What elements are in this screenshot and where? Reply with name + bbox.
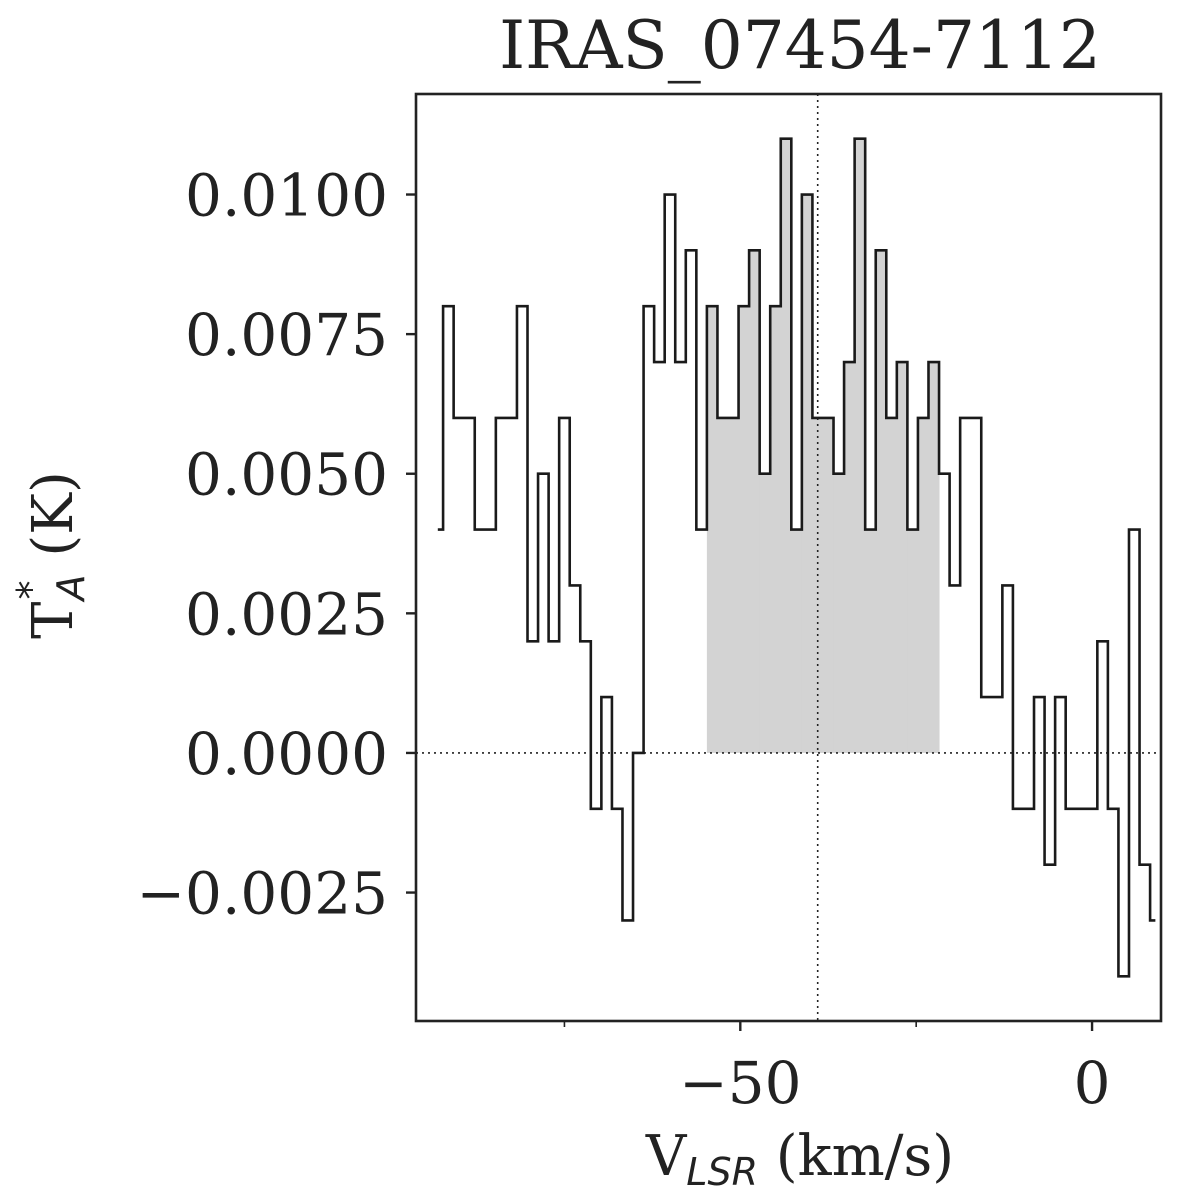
integration-shade — [706, 138, 940, 753]
shade-bar — [896, 362, 908, 753]
shade-bar — [770, 306, 782, 753]
y-tick-label: 0.0075 — [185, 301, 388, 369]
shade-bar — [791, 529, 803, 753]
shade-bar — [886, 417, 898, 753]
y-tick-label: 0.0050 — [185, 441, 388, 509]
y-axis-label: T*A (K) — [9, 471, 93, 639]
shade-bar — [717, 417, 729, 753]
shade-bar — [833, 473, 845, 753]
shade-bar — [801, 194, 813, 753]
y-tick-label: 0.0100 — [185, 162, 388, 230]
plot-frame — [414, 92, 1163, 1023]
y-tick-label: −0.0025 — [136, 860, 388, 928]
x-tick-label: −50 — [679, 1049, 801, 1117]
y-tick-label: 0.0025 — [185, 580, 388, 648]
shade-bar — [780, 138, 792, 753]
shade-bar — [812, 417, 824, 753]
y-tick-label: 0.0000 — [185, 720, 388, 788]
shade-bar — [844, 362, 856, 753]
shade-bar — [875, 250, 887, 753]
shade-bar — [738, 306, 750, 753]
shade-bar — [749, 250, 761, 753]
shade-bar — [822, 417, 835, 753]
spectrum-line — [437, 137, 1156, 978]
chart-title: IRAS_07454-7112 — [499, 7, 1101, 84]
shade-bar — [907, 529, 919, 753]
shade-bar — [917, 417, 929, 753]
shade-bar — [706, 306, 718, 753]
x-axis-ticks: −50 0 — [563, 1021, 1111, 1117]
shade-bar — [928, 362, 940, 753]
x-axis-label: VLSR (km/s) — [645, 1124, 954, 1194]
y-axis-ticks: −0.0025 0.0000 0.0025 0.0050 0.0075 0.0100 — [136, 162, 416, 928]
shade-bar — [759, 473, 771, 753]
shade-bar — [854, 138, 866, 753]
shade-bar — [865, 529, 877, 753]
x-tick-label: 0 — [1074, 1049, 1111, 1117]
shade-bar — [727, 417, 740, 753]
